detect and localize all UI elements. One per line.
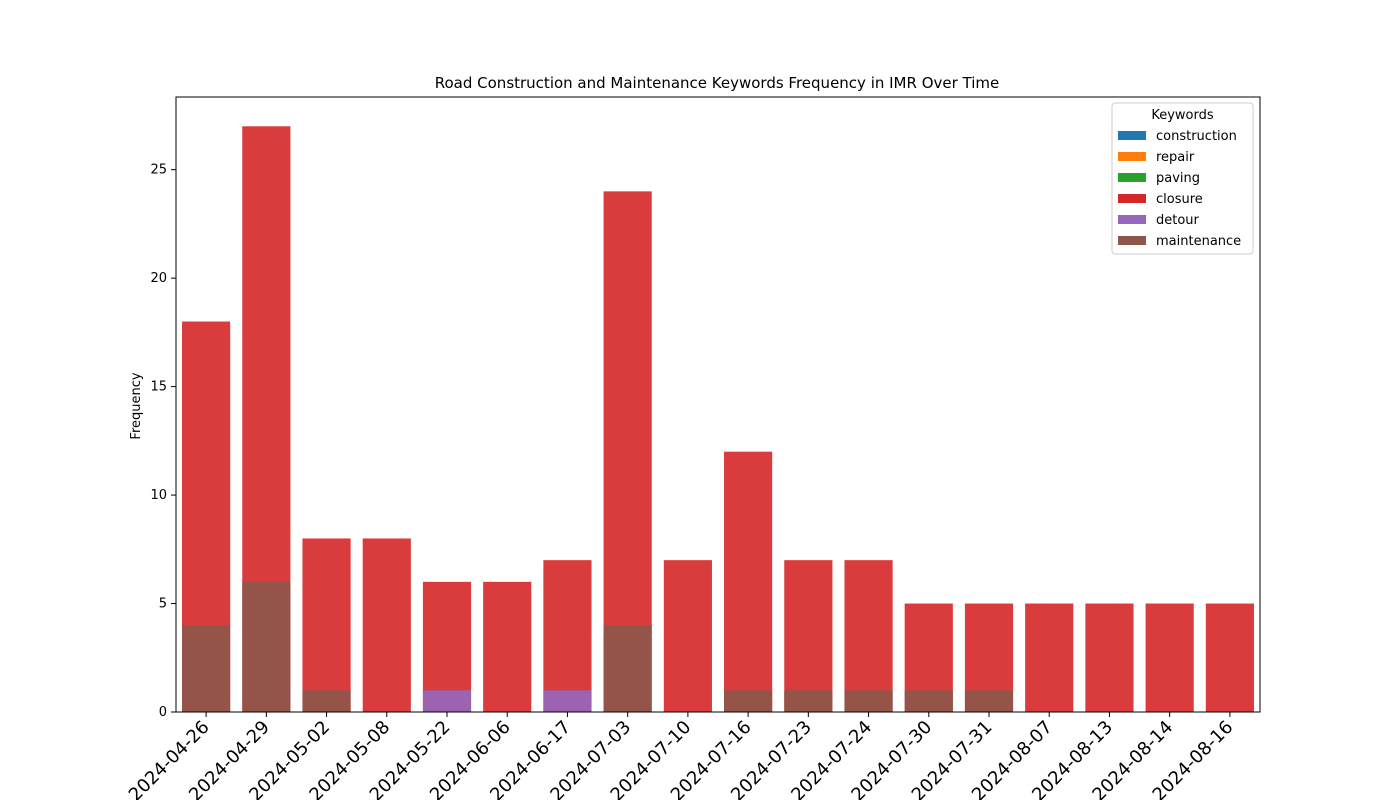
bar-closure-2024-06-17 bbox=[543, 560, 592, 712]
bar-closure-2024-05-08 bbox=[362, 538, 411, 712]
bar-maintenance-2024-04-26 bbox=[182, 625, 231, 712]
legend-label-maintenance: maintenance bbox=[1156, 234, 1241, 249]
bar-closure-2024-08-16 bbox=[1205, 603, 1254, 712]
y-axis-label: Frequency bbox=[129, 372, 144, 439]
chart-title: Road Construction and Maintenance Keywor… bbox=[435, 74, 1000, 92]
legend-label-construction: construction bbox=[1156, 129, 1237, 144]
plot-area: 05101520252024-04-262024-04-292024-05-02… bbox=[125, 96, 1261, 800]
legend-swatch-construction bbox=[1118, 131, 1146, 140]
bar-closure-2024-07-24 bbox=[844, 560, 893, 712]
bar-closure-2024-08-07 bbox=[1025, 603, 1074, 712]
bar-closure-2024-07-10 bbox=[663, 560, 712, 712]
legend-swatch-detour bbox=[1118, 215, 1146, 224]
bar-maintenance-2024-07-30 bbox=[904, 690, 953, 712]
bar-detour-2024-06-17 bbox=[543, 690, 592, 712]
bar-maintenance-2024-07-31 bbox=[964, 690, 1014, 712]
bar-maintenance-2024-07-24 bbox=[844, 690, 893, 712]
legend: Keywords construction repair paving closure d… bbox=[1111, 102, 1254, 255]
y-tick-label: 20 bbox=[150, 271, 167, 286]
bar-closure-2024-06-06 bbox=[483, 581, 532, 712]
bar-maintenance-2024-04-29 bbox=[242, 581, 291, 712]
bar-maintenance-2024-07-23 bbox=[784, 690, 833, 712]
bar-closure-2024-07-23 bbox=[784, 560, 833, 712]
y-tick-label: 10 bbox=[150, 488, 167, 503]
legend-label-repair: repair bbox=[1156, 150, 1195, 165]
bar-closure-2024-05-02 bbox=[302, 538, 351, 712]
legend-label-detour: detour bbox=[1156, 213, 1200, 228]
legend-swatch-repair bbox=[1118, 152, 1146, 161]
legend-swatch-maintenance bbox=[1118, 236, 1146, 245]
legend-label-closure: closure bbox=[1156, 192, 1203, 207]
bar-closure-2024-08-13 bbox=[1085, 603, 1134, 712]
bar-maintenance-2024-07-16 bbox=[724, 690, 773, 712]
bar-detour-2024-05-22 bbox=[422, 690, 472, 712]
bar-maintenance-2024-05-02 bbox=[302, 690, 351, 712]
y-tick-label: 15 bbox=[150, 380, 167, 395]
bar-closure-2024-08-14 bbox=[1145, 603, 1194, 712]
legend-swatch-paving bbox=[1118, 173, 1146, 182]
y-tick-label: 5 bbox=[159, 597, 167, 612]
bar-closure-2024-07-03 bbox=[603, 191, 652, 712]
y-tick-label: 25 bbox=[150, 163, 167, 178]
legend-title: Keywords bbox=[1151, 108, 1214, 123]
bar-maintenance-2024-07-03 bbox=[603, 625, 652, 712]
bar-closure-2024-07-16 bbox=[724, 451, 773, 712]
y-tick-label: 0 bbox=[159, 705, 167, 720]
legend-label-paving: paving bbox=[1156, 171, 1200, 186]
legend-swatch-closure bbox=[1118, 194, 1146, 203]
legend-box bbox=[1111, 102, 1254, 255]
plot-frame bbox=[175, 96, 1261, 713]
